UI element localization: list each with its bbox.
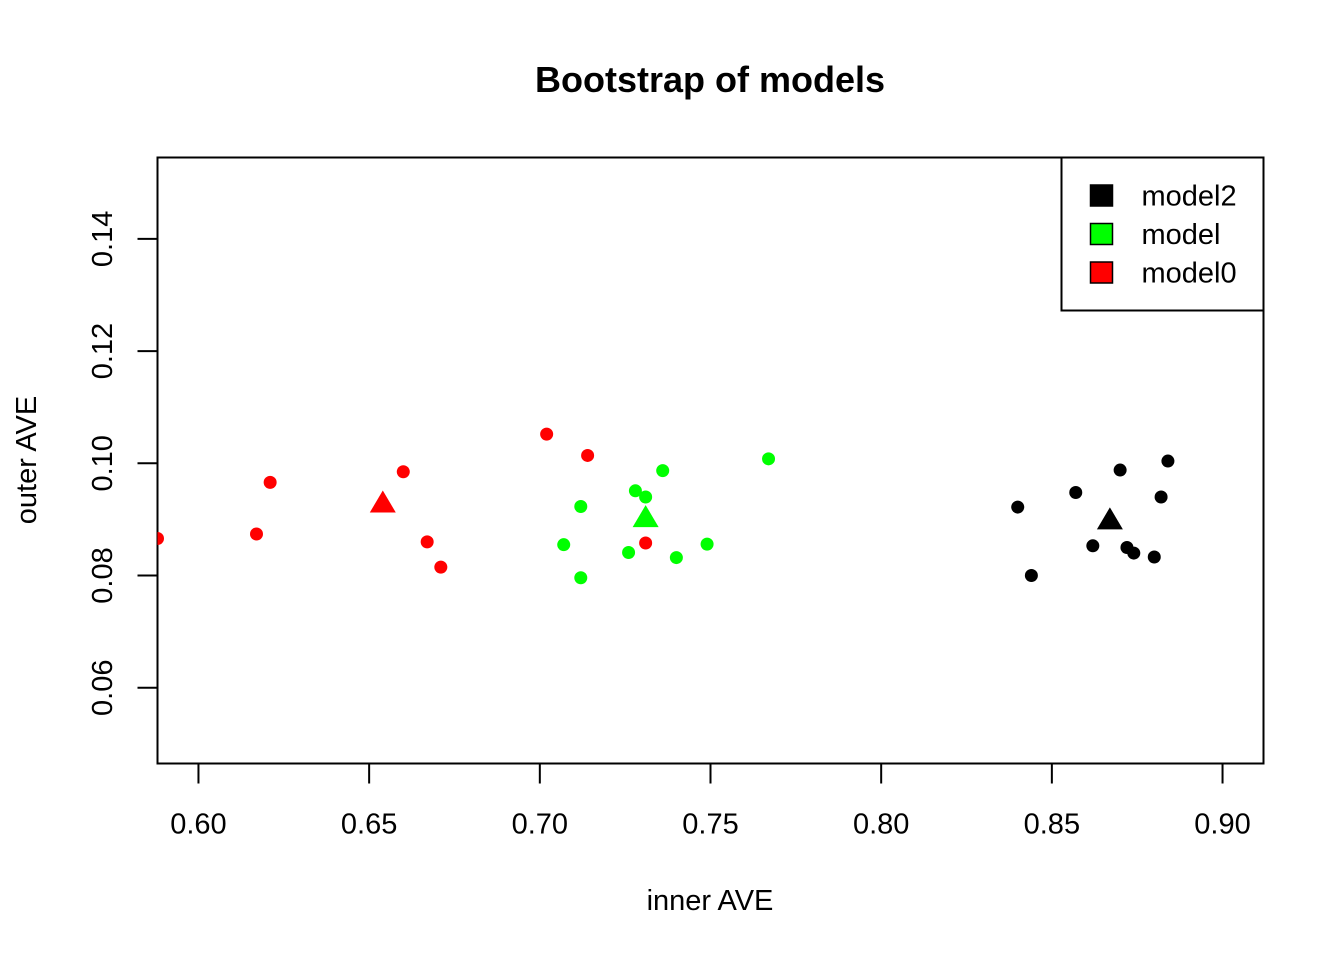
legend-label: model2: [1142, 181, 1237, 213]
x-axis-label: inner AVE: [647, 885, 774, 917]
series-model0: [157, 427, 653, 574]
y-tick-label: 0.06: [87, 660, 119, 716]
data-point: [157, 531, 164, 545]
data-point: [622, 546, 636, 560]
data-point: [581, 448, 595, 462]
legend-label: model: [1142, 219, 1221, 251]
x-tick-label: 0.85: [1024, 809, 1080, 841]
data-point: [574, 571, 588, 585]
x-axis: 0.60 0.65 0.70 0.75 0.80 0.85 0.90: [170, 762, 1251, 841]
data-point: [249, 527, 263, 541]
data-point: [1154, 490, 1168, 504]
data-point: [396, 465, 410, 479]
data-point: [1024, 569, 1038, 583]
data-point: [540, 427, 554, 441]
y-tick-label: 0.08: [87, 547, 119, 603]
x-tick-label: 0.60: [170, 809, 226, 841]
legend-swatch: [1089, 261, 1114, 284]
centroid-triangle: [1096, 507, 1123, 530]
legend-swatch: [1089, 184, 1114, 207]
data-point: [263, 475, 277, 489]
y-axis-label: outer AVE: [11, 396, 43, 524]
data-point: [669, 551, 683, 565]
legend-swatch: [1089, 222, 1114, 246]
centroid-triangle: [369, 490, 396, 513]
data-point: [1086, 539, 1100, 553]
y-tick-label: 0.12: [87, 323, 119, 379]
legend-label: model0: [1142, 258, 1237, 290]
data-point: [557, 538, 571, 552]
x-tick-label: 0.70: [512, 809, 568, 841]
chart-title: Bootstrap of models: [535, 59, 885, 100]
y-axis: 0.06 0.08 0.10 0.12 0.14: [87, 211, 159, 716]
y-tick-label: 0.14: [87, 211, 119, 267]
x-tick-label: 0.90: [1194, 809, 1250, 841]
data-point: [1069, 485, 1083, 499]
data-point: [628, 484, 642, 498]
data-point: [1011, 500, 1025, 514]
x-tick-label: 0.80: [853, 809, 909, 841]
series-model2: [1011, 454, 1175, 583]
x-tick-label: 0.65: [341, 809, 397, 841]
data-point: [1147, 550, 1161, 564]
data-point: [434, 560, 448, 574]
data-points: [157, 427, 1175, 585]
data-point: [656, 464, 670, 478]
legend: model2 model model0: [1060, 156, 1265, 312]
data-point: [1161, 454, 1175, 468]
data-point: [639, 490, 653, 504]
data-point: [762, 452, 776, 466]
centroid-triangle: [632, 505, 659, 528]
data-point: [700, 537, 714, 551]
data-point: [639, 536, 653, 550]
data-point: [1127, 546, 1141, 560]
data-point: [420, 535, 434, 549]
legend-box: [1060, 156, 1265, 312]
data-point: [1113, 463, 1127, 477]
series-model: [557, 452, 776, 585]
x-tick-label: 0.75: [682, 809, 738, 841]
data-point: [574, 500, 588, 514]
y-tick-label: 0.10: [87, 435, 119, 491]
